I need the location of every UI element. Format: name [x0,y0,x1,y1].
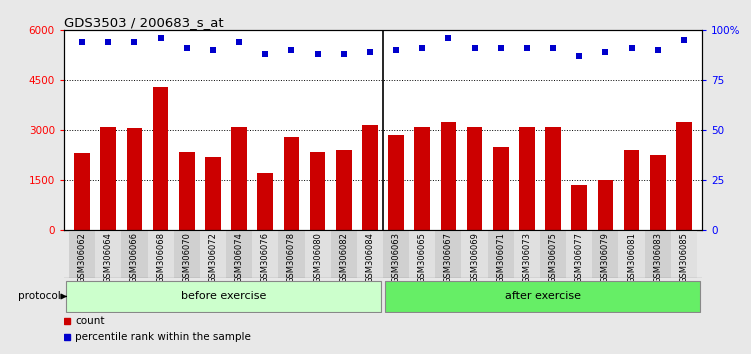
Bar [205,157,221,230]
Bar [200,230,226,278]
Bar [69,230,95,278]
Text: percentile rank within the sample: percentile rank within the sample [75,332,251,342]
Text: GDS3503 / 200683_s_at: GDS3503 / 200683_s_at [64,16,224,29]
Text: count: count [75,316,105,326]
Bar [671,230,697,278]
Bar [122,230,147,278]
Text: GSM306065: GSM306065 [418,233,427,283]
Text: GSM306071: GSM306071 [496,233,505,283]
Bar [409,230,436,278]
Text: GSM306077: GSM306077 [575,233,584,284]
Text: GSM306074: GSM306074 [234,233,243,283]
Bar [74,153,90,230]
Bar [487,230,514,278]
Bar [258,173,273,230]
Bar [385,281,700,312]
Bar [514,230,540,278]
Text: GSM306084: GSM306084 [366,233,375,283]
Bar [309,152,325,230]
Bar [95,230,122,278]
Bar [383,230,409,278]
Bar [493,147,508,230]
Text: protocol: protocol [18,291,61,302]
Text: GSM306070: GSM306070 [182,233,192,283]
Text: GSM306076: GSM306076 [261,233,270,284]
Text: GSM306064: GSM306064 [104,233,113,283]
Bar [466,127,482,230]
Bar [462,230,487,278]
Text: GSM306072: GSM306072 [209,233,218,283]
Bar [441,122,457,230]
Text: after exercise: after exercise [505,291,581,302]
Bar [623,150,639,230]
Bar [540,230,566,278]
Text: GSM306067: GSM306067 [444,233,453,284]
Bar [284,137,300,230]
Text: GSM306068: GSM306068 [156,233,165,284]
Text: GSM306078: GSM306078 [287,233,296,284]
Bar [362,125,378,230]
Bar [226,230,252,278]
Text: GSM306075: GSM306075 [548,233,557,283]
Bar [330,230,357,278]
Text: GSM306073: GSM306073 [523,233,532,284]
Bar [566,230,593,278]
Text: GSM306069: GSM306069 [470,233,479,283]
Bar [173,230,200,278]
Bar [519,127,535,230]
Text: GSM306062: GSM306062 [77,233,86,283]
Bar [644,230,671,278]
Bar [619,230,644,278]
Text: GSM306082: GSM306082 [339,233,348,283]
Text: GSM306081: GSM306081 [627,233,636,283]
Bar [572,185,587,230]
Bar [179,152,195,230]
Bar [147,230,173,278]
Text: GSM306080: GSM306080 [313,233,322,283]
Bar [304,230,330,278]
Text: before exercise: before exercise [181,291,266,302]
Text: GSM306085: GSM306085 [680,233,689,283]
Text: GSM306066: GSM306066 [130,233,139,284]
Bar [279,230,304,278]
Bar [545,127,561,230]
Bar [598,180,614,230]
Bar [252,230,279,278]
Bar [101,127,116,230]
Text: GSM306063: GSM306063 [391,233,400,284]
Bar [357,230,383,278]
Bar [676,122,692,230]
Bar [231,127,247,230]
Bar [66,281,381,312]
Bar [593,230,619,278]
Bar [336,150,351,230]
Bar [436,230,462,278]
Bar [152,87,168,230]
Text: GSM306083: GSM306083 [653,233,662,284]
Bar [127,129,143,230]
Bar [650,155,665,230]
Text: GSM306079: GSM306079 [601,233,610,283]
Bar [415,127,430,230]
Bar [388,135,404,230]
